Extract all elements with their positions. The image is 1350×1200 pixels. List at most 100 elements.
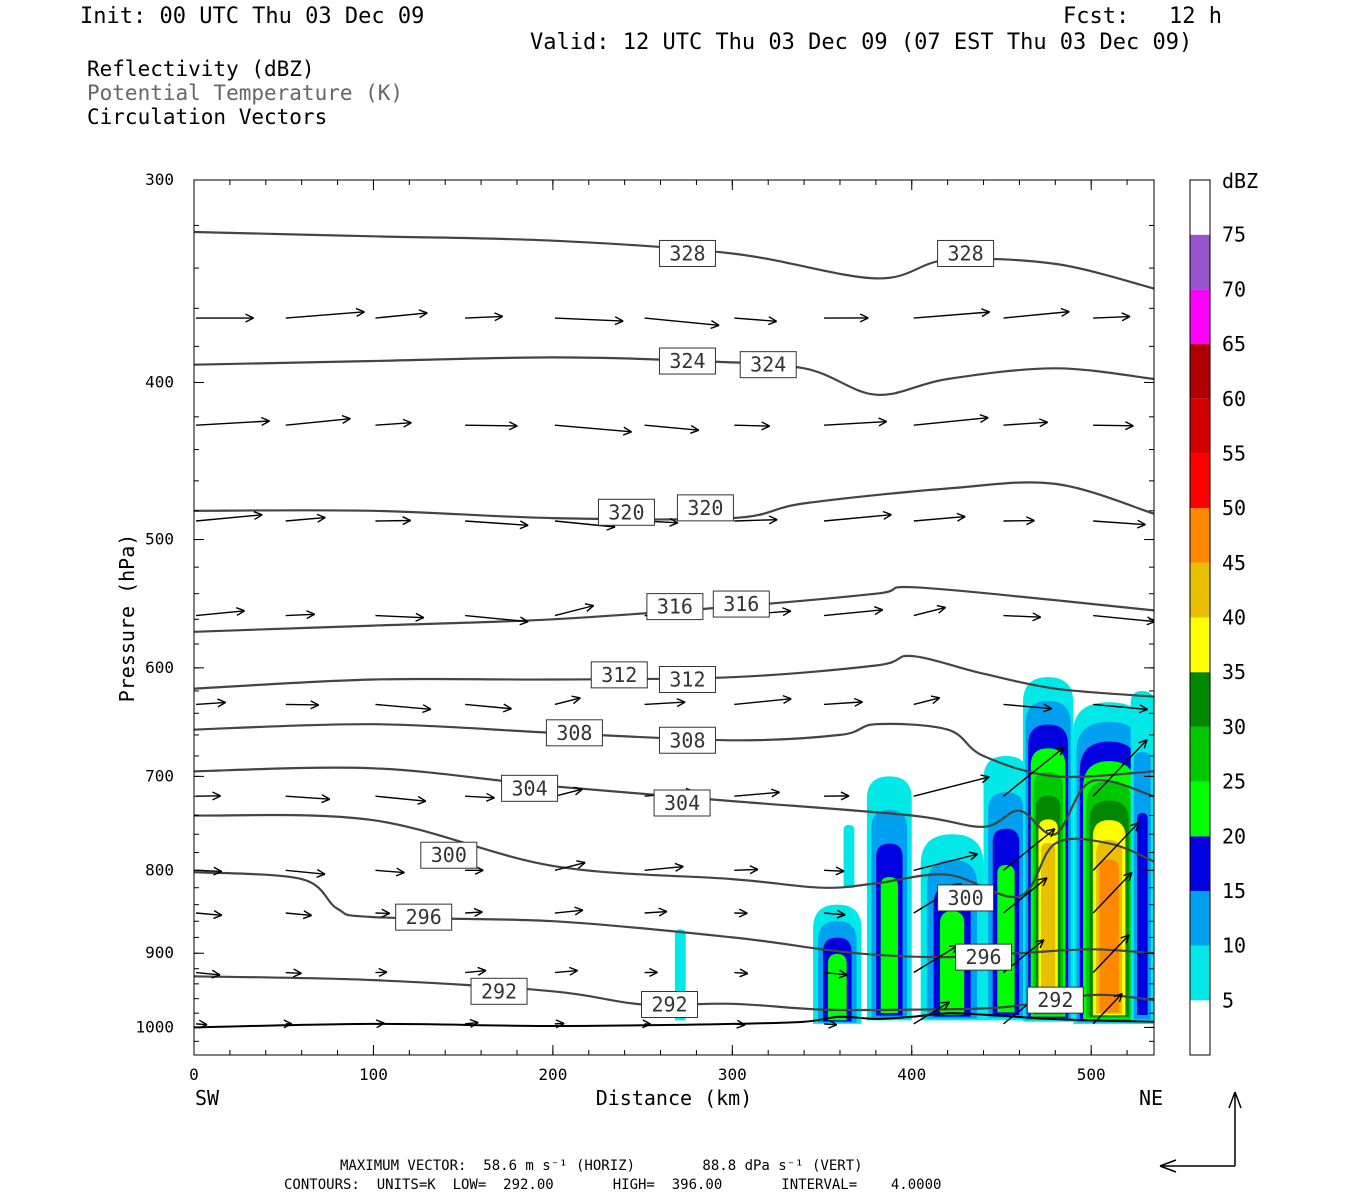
colorbar-swatch-10	[1190, 453, 1210, 509]
vector-r0-c8-head-b	[981, 308, 990, 313]
colorbar-swatch-4	[1190, 781, 1210, 837]
vector-r8-c0-head-a	[211, 974, 221, 979]
vector-r7-c10-head-a	[1128, 872, 1133, 882]
vector-r3-c2-head-b	[415, 612, 425, 619]
vector-r6-c1-head-b	[316, 868, 326, 875]
vector-r2-c10	[1093, 519, 1146, 529]
theta-contour-296	[194, 871, 1154, 959]
colorbar-label-30: 30	[1222, 715, 1246, 739]
vector-r9-c2	[375, 1019, 385, 1029]
vector-r9-c4-head-a	[555, 1022, 565, 1029]
vector-r6-c8-head-a	[970, 853, 979, 861]
vector-r1-c2	[375, 418, 412, 428]
vector-r2-c3-head-b	[520, 520, 529, 526]
vector-r2-c2-head-a	[402, 519, 411, 526]
vector-r2-c10-head-a	[1136, 524, 1146, 529]
vector-r7-c7-head-a	[836, 914, 846, 919]
vector-r5-c4-head-a	[575, 788, 583, 796]
vector-r4-c6-head-a	[783, 698, 792, 705]
theta-label-324-0: 324	[669, 349, 705, 373]
vector-r1-c9	[1003, 418, 1049, 428]
theta-contour-304	[194, 766, 1154, 836]
vector-r0-c3	[465, 312, 504, 322]
vector-r0-c0-head-a	[245, 317, 254, 323]
vector-r7-c7	[823, 909, 846, 919]
vector-r4-c9-head-a	[1043, 708, 1052, 713]
vector-r8-c1-head-b	[293, 968, 302, 975]
x-tick-label-200: 200	[538, 1065, 567, 1084]
vector-r3-c1-shaft	[285, 613, 315, 617]
vector-r6-c2-head-a	[395, 871, 405, 877]
vector-r0-c0-head-b	[245, 313, 254, 319]
y-axis-title: Pressure (hPa)	[115, 534, 139, 703]
vector-r2-c7	[823, 510, 892, 522]
forecast-hour: Fcst: 12 h	[1063, 4, 1222, 29]
vector-r5-c8-head-b	[980, 774, 990, 778]
vector-r6-c0-head-a	[213, 870, 223, 876]
vector-r8-c7-shaft	[823, 971, 848, 976]
vector-r7-c6	[734, 908, 748, 918]
vector-r6-c9-head-b	[1045, 828, 1055, 832]
vector-r9-c8-head-a	[944, 1001, 951, 1010]
colorbar-swatch-5	[1190, 726, 1210, 782]
vector-r3-c9-shaft	[1003, 614, 1041, 618]
vector-r1-c7-head-a	[878, 420, 888, 427]
vector-r1-c9-head-a	[1039, 421, 1049, 428]
vector-r1-c0	[195, 416, 270, 426]
vector-r3-c6-head-b	[782, 607, 792, 612]
vector-r8-c3-head-a	[477, 969, 487, 976]
vector-r6-c1-head-a	[316, 873, 326, 878]
vector-r8-c0	[195, 969, 221, 979]
vector-r5-c8-shaft	[913, 776, 990, 797]
vector-r7-c1-head-a	[302, 914, 312, 920]
vector-r8-c6-head-b	[739, 968, 749, 975]
vector-r4-c10-head-b	[1139, 704, 1148, 711]
vector-r1-c2-shaft	[375, 422, 412, 426]
vector-r8-c1	[285, 968, 302, 978]
vector-r3-c4	[554, 603, 595, 617]
vector-r1-c3	[465, 421, 518, 431]
colorbar-label-55: 55	[1222, 441, 1246, 465]
vector-r1-c1	[285, 414, 351, 426]
vector-r6-c7	[824, 866, 845, 876]
max-vector-note: MAXIMUM VECTOR: 58.6 m s⁻¹ (HORIZ) 88.8 …	[340, 1158, 863, 1174]
vector-r8-c3	[465, 966, 487, 976]
vector-r0-c3-head-a	[494, 315, 504, 322]
vector-r5-c6-head-a	[771, 791, 780, 798]
vector-r3-c3-head-a	[519, 621, 529, 626]
vector-r4-c8	[913, 695, 941, 706]
theta-label-box-292-0	[470, 977, 528, 1005]
vector-r9-c4-head-b	[555, 1019, 565, 1025]
vector-r0-c4-head-a	[614, 320, 624, 326]
vector-r2-c6-head-b	[768, 515, 778, 521]
vector-r0-c3-shaft	[465, 315, 503, 319]
vector-r0-c8	[913, 308, 991, 319]
reflectivity-core-2-level-20	[827, 953, 847, 1021]
vector-r5-c6-shaft	[734, 791, 780, 797]
vector-r1-c8-shaft	[913, 416, 989, 426]
vector-r1-c10	[1093, 421, 1134, 431]
vector-r7-c3-head-a	[474, 911, 483, 917]
vector-r1-c2-head-a	[403, 422, 412, 428]
vector-r5-c6	[734, 788, 780, 798]
reflectivity-core-6-level-40	[1041, 843, 1056, 1010]
vector-r8-c7-head-b	[839, 969, 848, 976]
vector-r0-c9-head-b	[1060, 307, 1070, 313]
vector-r6-c3-head-a	[474, 869, 484, 875]
vector-r6-c4-shaft	[554, 861, 586, 872]
vector-r4-c8-head-b	[930, 695, 940, 699]
vector-r2-c3	[465, 520, 529, 530]
theta-label-296-0: 296	[406, 905, 442, 929]
theta-label-box-292-2	[1026, 986, 1084, 1014]
vector-r5-c10-head-b	[1138, 739, 1148, 744]
vector-r6-c4-head-a	[577, 862, 586, 869]
colorbar-swatch-9	[1190, 508, 1210, 563]
vector-r0-c1	[285, 307, 365, 319]
colorbar-swatch-6	[1190, 672, 1210, 727]
reflectivity-core-4-level-20	[940, 910, 965, 1015]
vector-r8-c7	[823, 969, 848, 979]
x-tick-label-300: 300	[718, 1065, 747, 1084]
vector-r5-c0	[195, 791, 221, 801]
vector-r5-c1	[285, 794, 331, 804]
vector-r7-c5-head-b	[658, 907, 668, 913]
